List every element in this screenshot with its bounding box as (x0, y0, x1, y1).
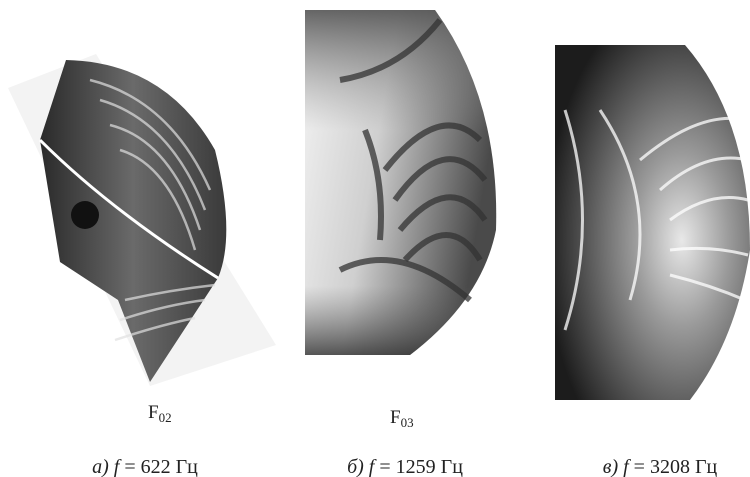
mode-label: F02 (148, 402, 172, 425)
photo-c (555, 45, 750, 400)
caption-part: = 622 Гц (124, 456, 198, 477)
figure: F02 F03 а) f = 622 Гц б) f = 1259 Гц в) … (0, 0, 750, 477)
caption-part: а) (92, 456, 109, 477)
caption-part: f (114, 456, 122, 477)
caption-part: f (369, 456, 377, 477)
caption: б) f = 1259 Гц (347, 456, 463, 477)
caption-part: F (148, 402, 159, 423)
caption-part: 03 (401, 415, 414, 430)
photo-b (305, 10, 496, 355)
caption-part: б) (347, 456, 364, 477)
caption-part: 02 (159, 410, 172, 425)
caption-part: = 3208 Гц (634, 456, 718, 477)
caption: в) f = 3208 Гц (603, 456, 718, 477)
caption: а) f = 622 Гц (92, 456, 198, 477)
caption-part: f (623, 456, 631, 477)
caption-part: F (390, 407, 401, 428)
caption-part: = 1259 Гц (379, 456, 463, 477)
mode-label: F03 (390, 407, 414, 430)
photo-a (8, 54, 276, 386)
caption-part: в) (603, 456, 619, 477)
